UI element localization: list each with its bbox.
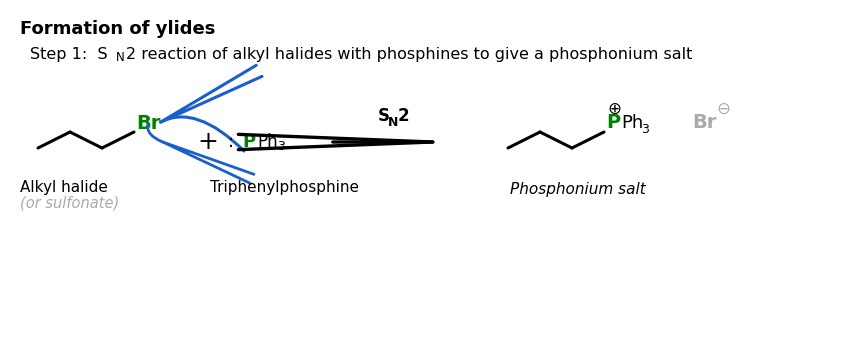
Text: ⊖: ⊖ — [716, 100, 730, 118]
Text: P: P — [606, 113, 620, 132]
Text: ⊕: ⊕ — [607, 100, 621, 118]
Text: S: S — [378, 107, 390, 125]
Text: Formation of ylides: Formation of ylides — [20, 20, 216, 38]
Text: 2: 2 — [398, 107, 410, 125]
Text: N: N — [116, 51, 125, 64]
Text: Ph: Ph — [257, 133, 277, 151]
Text: 3: 3 — [277, 139, 285, 153]
Text: Step 1:  S: Step 1: S — [30, 47, 108, 62]
Text: Triphenylphosphine: Triphenylphosphine — [210, 180, 359, 195]
Text: P: P — [242, 133, 255, 151]
Text: 2 reaction of alkyl halides with phosphines to give a phosphonium salt: 2 reaction of alkyl halides with phosphi… — [126, 47, 693, 62]
Text: Ph: Ph — [621, 114, 643, 132]
Text: +: + — [198, 130, 218, 154]
Text: Alkyl halide: Alkyl halide — [20, 180, 108, 195]
Text: (or sulfonate): (or sulfonate) — [20, 196, 119, 211]
Text: N: N — [388, 116, 398, 129]
Text: Br: Br — [692, 113, 716, 132]
Text: Phosphonium salt: Phosphonium salt — [510, 182, 645, 197]
Text: Br: Br — [136, 114, 160, 133]
Text: :: : — [228, 133, 235, 151]
Text: 3: 3 — [641, 123, 649, 136]
